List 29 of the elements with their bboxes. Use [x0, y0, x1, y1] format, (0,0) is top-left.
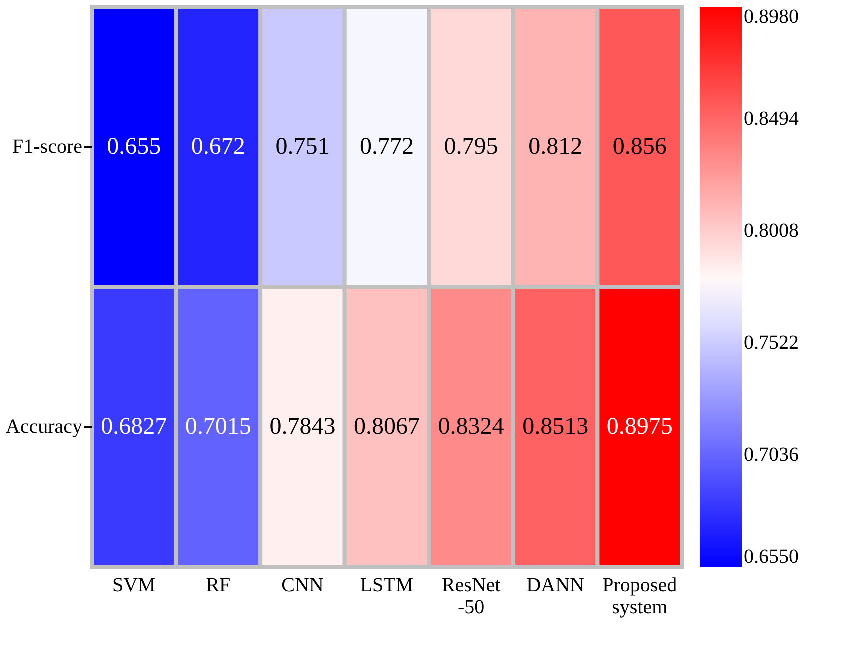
data-label: 0.8324 — [438, 414, 504, 440]
x-tick-label: RF — [206, 574, 231, 596]
data-label: 0.8067 — [354, 414, 420, 440]
data-label: 0.8975 — [606, 414, 673, 440]
color-bar-label: 0.8008 — [744, 220, 799, 242]
data-label: 0.795 — [444, 134, 498, 160]
data-label: 0.655 — [107, 134, 162, 160]
y-tick-label: Accuracy — [6, 416, 82, 438]
data-label: 0.8513 — [522, 414, 589, 440]
x-tick-label: SVM — [112, 574, 156, 596]
data-label: 0.7015 — [185, 414, 252, 440]
data-label: 0.812 — [528, 134, 583, 160]
color-bar-label: 0.6550 — [744, 546, 799, 568]
data-label: 0.772 — [360, 134, 414, 160]
data-label: 0.6827 — [101, 414, 168, 440]
data-label: 0.672 — [191, 134, 246, 160]
x-tick-label: DANN — [526, 574, 584, 596]
data-label: 0.751 — [276, 134, 330, 160]
data-label: 0.856 — [612, 134, 667, 160]
color-bar-label: 0.8494 — [744, 108, 799, 130]
x-tick-label: ResNet -50 — [442, 574, 502, 618]
x-tick-label: LSTM — [360, 574, 414, 596]
color-bar-label: 0.7036 — [744, 444, 799, 466]
y-tick-label: F1-score — [12, 136, 83, 158]
color-bar-label: 0.8980 — [744, 6, 799, 28]
color-bar-label: 0.7522 — [744, 332, 799, 354]
data-label: 0.7843 — [270, 414, 336, 440]
x-tick-label: Proposed system — [602, 574, 678, 618]
x-tick-label: CNN — [282, 574, 324, 596]
